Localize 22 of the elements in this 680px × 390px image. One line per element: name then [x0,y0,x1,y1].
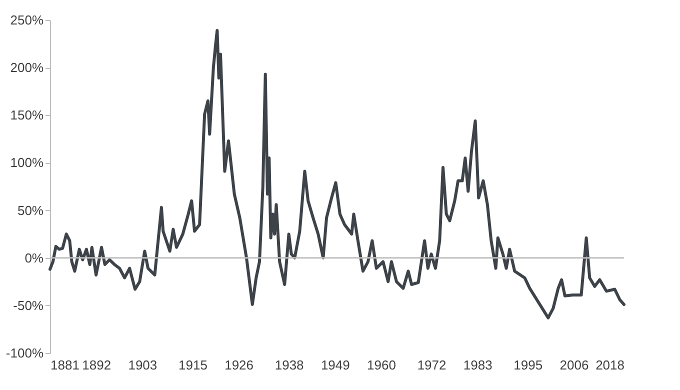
x-tick-label: 1915 [178,358,208,372]
y-tick-label: 200% [10,60,44,76]
x-tick-label: 1949 [320,358,350,372]
line-series [48,28,626,320]
y-tick-label: 250% [10,12,44,28]
x-tick-label: 1972 [417,358,446,372]
x-tick-label: 1983 [463,358,492,372]
x-tick-label: 2018 [596,358,624,372]
x-tick-label: 1903 [128,358,158,372]
x-tick-label: 1892 [82,358,112,372]
y-tick-label: -50% [13,298,44,313]
x-tick-label: 2006 [560,358,589,372]
x-tick-label: 1995 [514,358,543,372]
y-tick-label: 50% [17,202,44,218]
y-tick-label: 0% [24,250,44,266]
x-tick-label: 1926 [224,358,254,372]
y-tick-label: -100% [6,346,44,360]
x-tick-label: 1960 [367,358,396,372]
y-tick-label: 150% [10,108,44,123]
y-tick-label: 100% [10,155,44,170]
x-tick-label: 1938 [274,358,304,372]
x-tick-label: 1881 [50,358,80,372]
